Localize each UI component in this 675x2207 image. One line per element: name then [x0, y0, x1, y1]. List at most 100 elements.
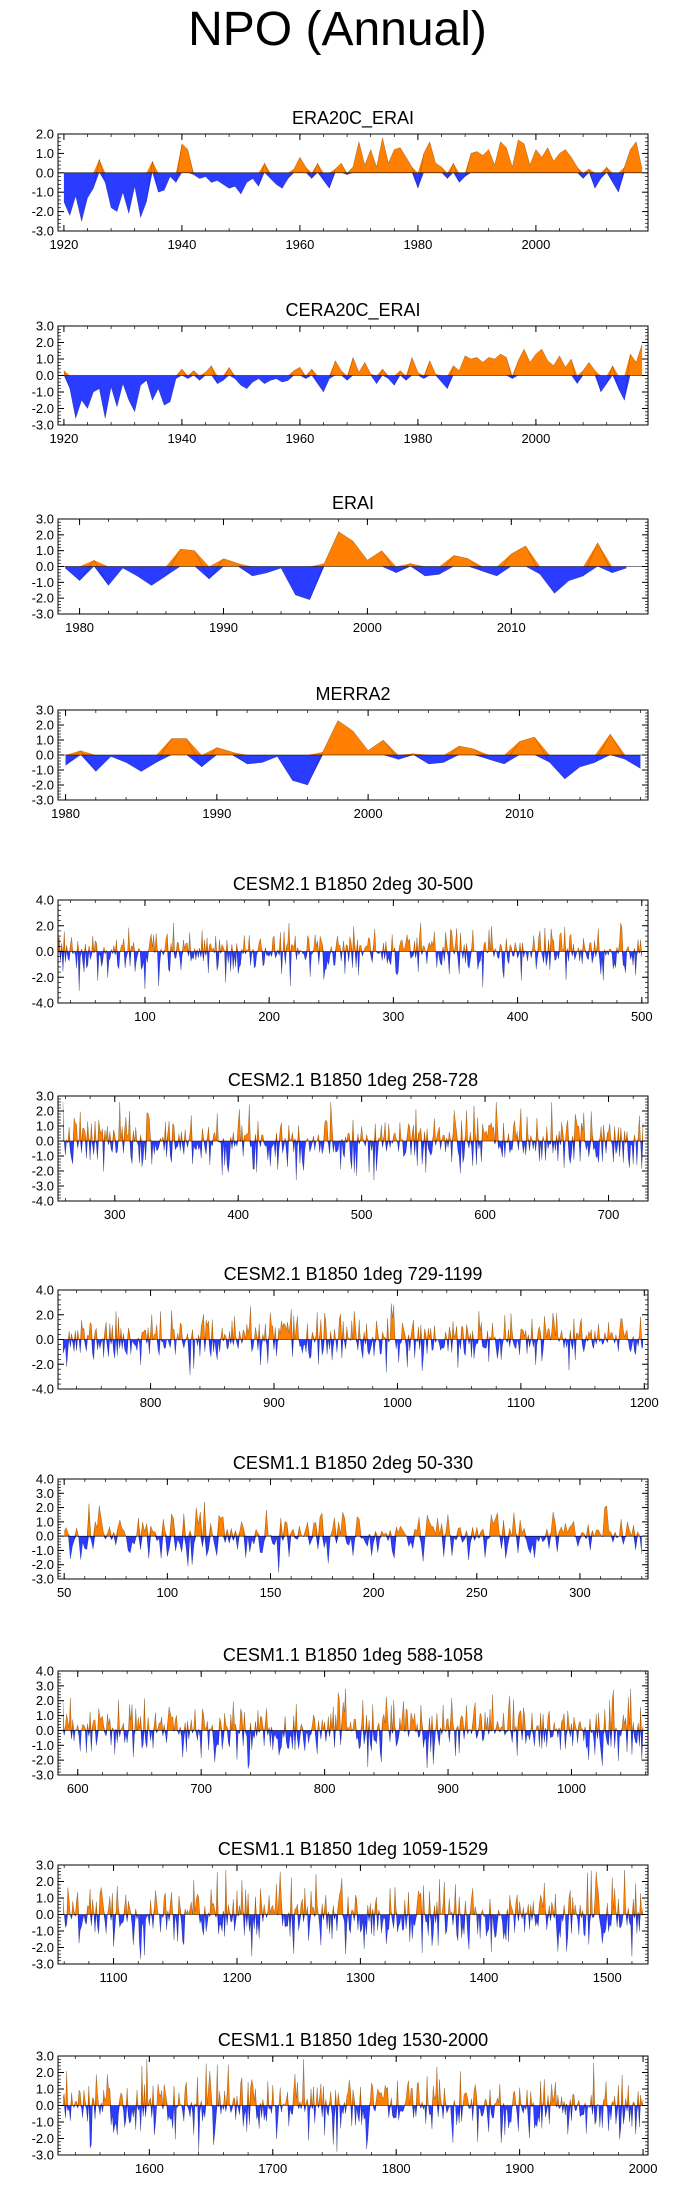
y-tick-label: 1.0	[36, 543, 54, 558]
x-tick-label: 2010	[505, 806, 534, 821]
y-tick-label: 3.0	[36, 1089, 54, 1104]
x-tick-label: 500	[631, 1009, 653, 1024]
y-tick-label: 1.0	[36, 146, 54, 161]
plot-area	[58, 922, 648, 991]
chart-title: CESM2.1 B1850 1deg 258-728	[228, 1070, 478, 1090]
y-tick-label: 0.0	[36, 2098, 54, 2113]
y-tick-label: 2.0	[36, 918, 54, 933]
x-tick-label: 300	[569, 1585, 591, 1600]
y-tick-label: -2.0	[32, 1753, 54, 1768]
x-tick-label: 400	[507, 1009, 529, 1024]
y-tick-label: -1.0	[32, 2115, 54, 2130]
x-tick-label: 2010	[497, 620, 526, 635]
x-tick-label: 1960	[285, 237, 314, 252]
y-tick-label: -3.0	[32, 1768, 54, 1783]
plot-area	[58, 344, 648, 420]
series-line	[63, 344, 643, 420]
y-tick-label: 3.0	[36, 703, 54, 718]
y-tick-label: -2.0	[32, 1940, 54, 1955]
x-tick-label: 50	[57, 1585, 71, 1600]
y-tick-label: -3.0	[32, 1957, 54, 1972]
positive-area	[62, 1688, 644, 1731]
y-tick-label: -3.0	[32, 793, 54, 808]
series-line	[65, 720, 641, 786]
negative-area	[62, 1141, 644, 1180]
y-tick-label: -2.0	[32, 591, 54, 606]
y-tick-label: 2.0	[36, 127, 54, 142]
x-tick-label: 1400	[469, 1970, 498, 1985]
y-tick-label: -3.0	[32, 418, 54, 433]
y-tick-label: -2.0	[32, 401, 54, 416]
y-tick-label: -2.0	[32, 1357, 54, 1372]
y-tick-label: -1.0	[32, 1924, 54, 1939]
x-tick-label: 100	[156, 1585, 178, 1600]
chart-title: CESM1.1 B1850 1deg 1059-1529	[218, 1839, 488, 1859]
x-tick-label: 1100	[507, 1395, 535, 1410]
x-tick-label: 800	[140, 1395, 162, 1410]
y-tick-label: 2.0	[36, 1307, 54, 1322]
x-tick-label: 2000	[353, 620, 382, 635]
x-tick-label: 2000	[521, 237, 550, 252]
negative-area	[63, 172, 643, 222]
positive-area	[63, 344, 643, 376]
y-tick-label: 1.0	[36, 1119, 54, 1134]
y-tick-label: 0.0	[36, 944, 54, 959]
y-tick-label: -2.0	[32, 2131, 54, 2146]
y-tick-label: 3.0	[36, 512, 54, 527]
chart-panel-7: CESM2.1 B1850 1deg 729-1199 4.0 2.0 0.0 -2.0…	[32, 1264, 659, 1410]
y-tick-label: 0.0	[36, 1907, 54, 1922]
plot-area	[58, 137, 648, 222]
y-tick-label: -1.0	[32, 1543, 54, 1558]
y-tick-label: -2.0	[32, 1164, 54, 1179]
page-title: NPO (Annual)	[188, 3, 487, 56]
y-tick-label: -1.0	[32, 185, 54, 200]
y-tick-label: -3.0	[32, 1179, 54, 1194]
series-line	[58, 922, 642, 991]
x-tick-label: 1800	[382, 2161, 411, 2176]
y-tick-label: 0.0	[36, 368, 54, 383]
x-tick-label: 1900	[505, 2161, 534, 2176]
plot-area	[58, 720, 648, 786]
y-tick-label: -2.0	[32, 778, 54, 793]
plot-area	[58, 1688, 648, 1769]
series-line	[62, 2059, 644, 2152]
y-tick-label: 4.0	[36, 1472, 54, 1487]
y-tick-label: 0.0	[36, 1134, 54, 1149]
series-line	[62, 1101, 644, 1181]
y-tick-label: -4.0	[32, 1194, 54, 1209]
plot-area	[58, 531, 648, 600]
x-tick-label: 700	[190, 1781, 212, 1796]
x-tick-label: 1940	[167, 431, 196, 446]
y-tick-label: 1.0	[36, 352, 54, 367]
y-tick-label: 3.0	[36, 319, 54, 334]
x-tick-label: 1990	[202, 806, 231, 821]
chart-panel-10: CESM1.1 B1850 1deg 1059-1529 3.02.0 1.00.0…	[32, 1839, 649, 1985]
x-tick-label: 600	[67, 1781, 89, 1796]
x-tick-label: 1980	[403, 431, 432, 446]
y-tick-label: 2.0	[36, 1500, 54, 1515]
y-tick-label: 3.0	[36, 2049, 54, 2064]
x-tick-label: 500	[351, 1207, 373, 1222]
y-tick-label: -1.0	[32, 575, 54, 590]
y-tick-label: -3.0	[32, 2148, 54, 2163]
y-tick-label: 0.0	[36, 1529, 54, 1544]
positive-area	[65, 720, 641, 755]
y-tick-label: -3.0	[32, 1572, 54, 1587]
y-tick-label: 0.0	[36, 165, 54, 180]
x-tick-label: 600	[474, 1207, 496, 1222]
x-tick-label: 1200	[630, 1395, 659, 1410]
y-tick-label: 2.0	[36, 527, 54, 542]
chart-title: CESM1.1 B1850 1deg 1530-2000	[218, 2030, 488, 2050]
y-tick-label: 3.0	[36, 1858, 54, 1873]
positive-area	[65, 531, 627, 567]
y-tick-label: 4.0	[36, 893, 54, 908]
y-tick-label: -4.0	[32, 1382, 54, 1397]
x-tick-label: 1500	[593, 1970, 622, 1985]
y-tick-label: 1.0	[36, 1708, 54, 1723]
y-tick-label: -2.0	[32, 204, 54, 219]
x-tick-label: 150	[260, 1585, 282, 1600]
y-tick-label: -2.0	[32, 1557, 54, 1572]
negative-area	[62, 1914, 644, 1960]
series-line	[63, 137, 643, 222]
